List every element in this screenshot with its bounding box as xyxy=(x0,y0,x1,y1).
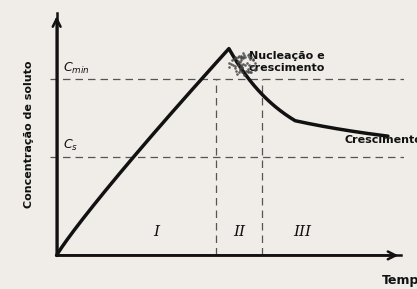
Point xyxy=(238,55,245,59)
Point xyxy=(242,55,249,60)
Point xyxy=(243,69,250,74)
Point xyxy=(244,69,251,74)
Point xyxy=(238,63,245,68)
Point xyxy=(226,61,233,66)
Point xyxy=(241,73,248,77)
Point xyxy=(237,66,244,71)
Point xyxy=(240,55,246,60)
Text: $C_{min}$: $C_{min}$ xyxy=(63,60,90,76)
Point xyxy=(236,60,243,64)
Point xyxy=(252,61,259,66)
Point xyxy=(239,66,246,71)
Point xyxy=(231,66,238,70)
Point xyxy=(229,58,235,63)
Point xyxy=(249,64,255,68)
Point xyxy=(244,61,251,65)
Text: Nucleação e
crescimento: Nucleação e crescimento xyxy=(249,51,325,73)
Text: II: II xyxy=(233,225,245,239)
Point xyxy=(235,59,241,64)
Point xyxy=(244,70,251,74)
Text: III: III xyxy=(293,225,311,239)
Point xyxy=(250,58,256,62)
Point xyxy=(225,65,232,70)
Point xyxy=(237,55,244,60)
Point xyxy=(246,52,252,56)
Point xyxy=(246,62,253,67)
Point xyxy=(252,68,259,72)
Point xyxy=(252,67,259,71)
Point xyxy=(235,63,242,67)
Point xyxy=(239,70,246,74)
Point xyxy=(246,55,252,60)
Point xyxy=(235,55,241,59)
Point xyxy=(235,59,241,64)
Text: Concentração de soluto: Concentração de soluto xyxy=(24,61,34,208)
Point xyxy=(227,62,234,67)
Point xyxy=(230,62,236,67)
Point xyxy=(231,57,237,61)
Point xyxy=(232,63,239,68)
Text: Tempo: Tempo xyxy=(382,274,417,287)
Point xyxy=(247,54,254,59)
Point xyxy=(246,70,253,75)
Point xyxy=(236,68,243,73)
Text: I: I xyxy=(153,225,159,239)
Point xyxy=(233,56,240,60)
Point xyxy=(245,67,252,71)
Point xyxy=(236,53,243,58)
Point xyxy=(232,55,239,60)
Point xyxy=(247,57,254,61)
Point xyxy=(240,51,246,55)
Text: $C_s$: $C_s$ xyxy=(63,138,78,153)
Point xyxy=(233,68,239,73)
Text: Crescimento: Crescimento xyxy=(345,135,417,145)
Point xyxy=(236,70,243,75)
Point xyxy=(237,62,244,67)
Point xyxy=(240,53,247,58)
Point xyxy=(238,54,244,59)
Point xyxy=(238,58,244,63)
Point xyxy=(234,72,241,76)
Point xyxy=(239,55,246,60)
Point xyxy=(240,62,247,66)
Point xyxy=(239,65,245,69)
Point xyxy=(242,63,249,68)
Point xyxy=(250,56,256,61)
Point xyxy=(248,70,254,75)
Point xyxy=(245,53,251,58)
